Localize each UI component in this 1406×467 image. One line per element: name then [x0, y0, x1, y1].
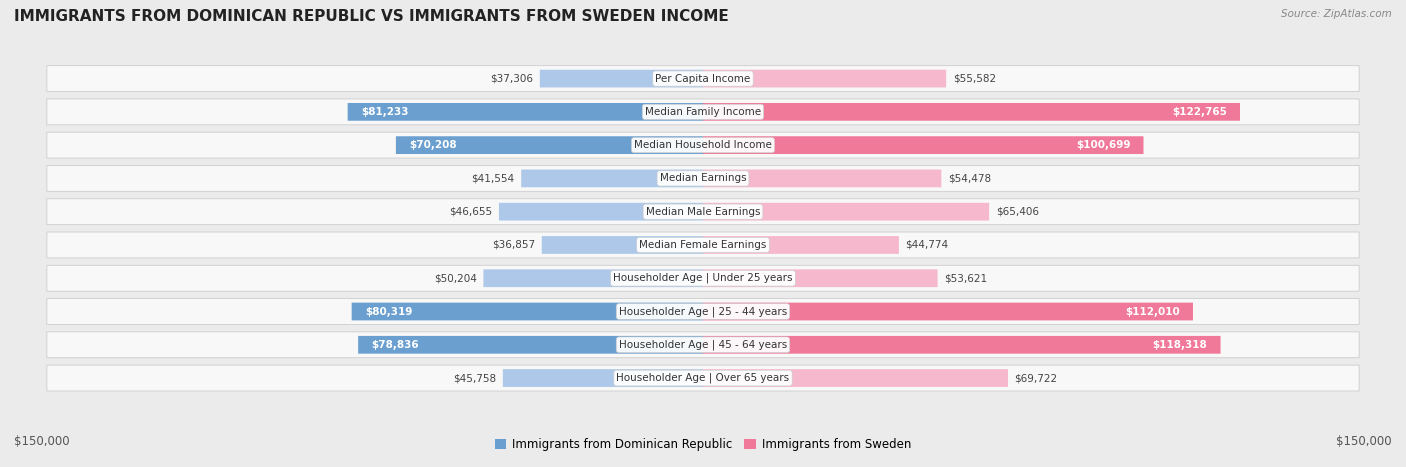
- Text: Per Capita Income: Per Capita Income: [655, 74, 751, 84]
- Legend: Immigrants from Dominican Republic, Immigrants from Sweden: Immigrants from Dominican Republic, Immi…: [495, 438, 911, 451]
- FancyBboxPatch shape: [703, 103, 1240, 121]
- Text: Householder Age | Over 65 years: Householder Age | Over 65 years: [616, 373, 790, 383]
- Text: $78,836: $78,836: [371, 340, 419, 350]
- Text: $112,010: $112,010: [1125, 306, 1180, 317]
- FancyBboxPatch shape: [703, 136, 1143, 154]
- Text: Median Earnings: Median Earnings: [659, 173, 747, 184]
- Text: $46,655: $46,655: [450, 207, 492, 217]
- FancyBboxPatch shape: [359, 336, 703, 354]
- FancyBboxPatch shape: [46, 365, 1360, 391]
- Text: Median Female Earnings: Median Female Earnings: [640, 240, 766, 250]
- FancyBboxPatch shape: [703, 203, 988, 220]
- Text: Householder Age | 25 - 44 years: Householder Age | 25 - 44 years: [619, 306, 787, 317]
- FancyBboxPatch shape: [352, 303, 703, 320]
- FancyBboxPatch shape: [484, 269, 703, 287]
- Text: $41,554: $41,554: [471, 173, 515, 184]
- FancyBboxPatch shape: [46, 232, 1360, 258]
- Text: $53,621: $53,621: [943, 273, 987, 283]
- Text: $81,233: $81,233: [361, 107, 408, 117]
- Text: $44,774: $44,774: [905, 240, 949, 250]
- FancyBboxPatch shape: [703, 336, 1220, 354]
- FancyBboxPatch shape: [703, 170, 941, 187]
- Text: $55,582: $55,582: [953, 74, 995, 84]
- Text: $150,000: $150,000: [14, 435, 70, 448]
- FancyBboxPatch shape: [541, 236, 703, 254]
- Text: $54,478: $54,478: [948, 173, 991, 184]
- Text: $100,699: $100,699: [1076, 140, 1130, 150]
- FancyBboxPatch shape: [522, 170, 703, 187]
- FancyBboxPatch shape: [46, 265, 1360, 291]
- FancyBboxPatch shape: [46, 165, 1360, 191]
- Text: IMMIGRANTS FROM DOMINICAN REPUBLIC VS IMMIGRANTS FROM SWEDEN INCOME: IMMIGRANTS FROM DOMINICAN REPUBLIC VS IM…: [14, 9, 728, 24]
- FancyBboxPatch shape: [703, 303, 1192, 320]
- Text: Median Household Income: Median Household Income: [634, 140, 772, 150]
- Text: $65,406: $65,406: [995, 207, 1039, 217]
- FancyBboxPatch shape: [396, 136, 703, 154]
- FancyBboxPatch shape: [46, 332, 1360, 358]
- Text: $70,208: $70,208: [409, 140, 457, 150]
- Text: Source: ZipAtlas.com: Source: ZipAtlas.com: [1281, 9, 1392, 19]
- FancyBboxPatch shape: [703, 70, 946, 87]
- Text: $150,000: $150,000: [1336, 435, 1392, 448]
- FancyBboxPatch shape: [703, 269, 938, 287]
- FancyBboxPatch shape: [46, 298, 1360, 325]
- Text: $118,318: $118,318: [1153, 340, 1208, 350]
- Text: Householder Age | Under 25 years: Householder Age | Under 25 years: [613, 273, 793, 283]
- FancyBboxPatch shape: [347, 103, 703, 121]
- Text: Median Family Income: Median Family Income: [645, 107, 761, 117]
- FancyBboxPatch shape: [499, 203, 703, 220]
- Text: $80,319: $80,319: [364, 306, 412, 317]
- FancyBboxPatch shape: [46, 199, 1360, 225]
- Text: $45,758: $45,758: [453, 373, 496, 383]
- Text: $69,722: $69,722: [1015, 373, 1057, 383]
- FancyBboxPatch shape: [46, 66, 1360, 92]
- FancyBboxPatch shape: [703, 236, 898, 254]
- Text: $37,306: $37,306: [491, 74, 533, 84]
- FancyBboxPatch shape: [46, 132, 1360, 158]
- Text: $122,765: $122,765: [1173, 107, 1227, 117]
- FancyBboxPatch shape: [503, 369, 703, 387]
- FancyBboxPatch shape: [703, 369, 1008, 387]
- Text: $36,857: $36,857: [492, 240, 536, 250]
- Text: Householder Age | 45 - 64 years: Householder Age | 45 - 64 years: [619, 340, 787, 350]
- FancyBboxPatch shape: [46, 99, 1360, 125]
- Text: $50,204: $50,204: [434, 273, 477, 283]
- FancyBboxPatch shape: [540, 70, 703, 87]
- Text: Median Male Earnings: Median Male Earnings: [645, 207, 761, 217]
